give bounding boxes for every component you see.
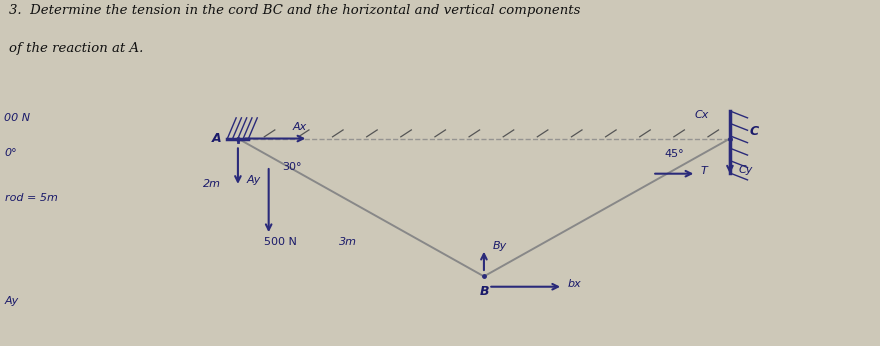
Text: A: A	[211, 132, 221, 145]
Text: 00 N: 00 N	[4, 113, 30, 123]
Text: 3.  Determine the tension in the cord BC and the horizontal and vertical compone: 3. Determine the tension in the cord BC …	[10, 4, 581, 17]
Text: 45°: 45°	[664, 149, 684, 160]
Text: B: B	[480, 285, 489, 298]
Text: Ax: Ax	[292, 122, 306, 132]
Text: By: By	[493, 241, 507, 251]
Text: 0°: 0°	[4, 148, 17, 158]
Text: T: T	[700, 166, 708, 176]
Text: Ay: Ay	[246, 175, 261, 185]
Text: C: C	[749, 125, 759, 138]
Text: of the reaction at A.: of the reaction at A.	[10, 42, 143, 55]
Text: Cy: Cy	[738, 165, 753, 175]
Text: 3m: 3m	[339, 237, 357, 247]
Text: Cx: Cx	[695, 110, 709, 120]
Text: Ay: Ay	[4, 296, 18, 306]
Text: bx: bx	[568, 279, 581, 289]
Text: 2m: 2m	[202, 179, 221, 189]
Text: 30°: 30°	[282, 162, 301, 172]
Text: 500 N: 500 N	[264, 237, 297, 247]
Text: rod = 5m: rod = 5m	[5, 193, 58, 202]
